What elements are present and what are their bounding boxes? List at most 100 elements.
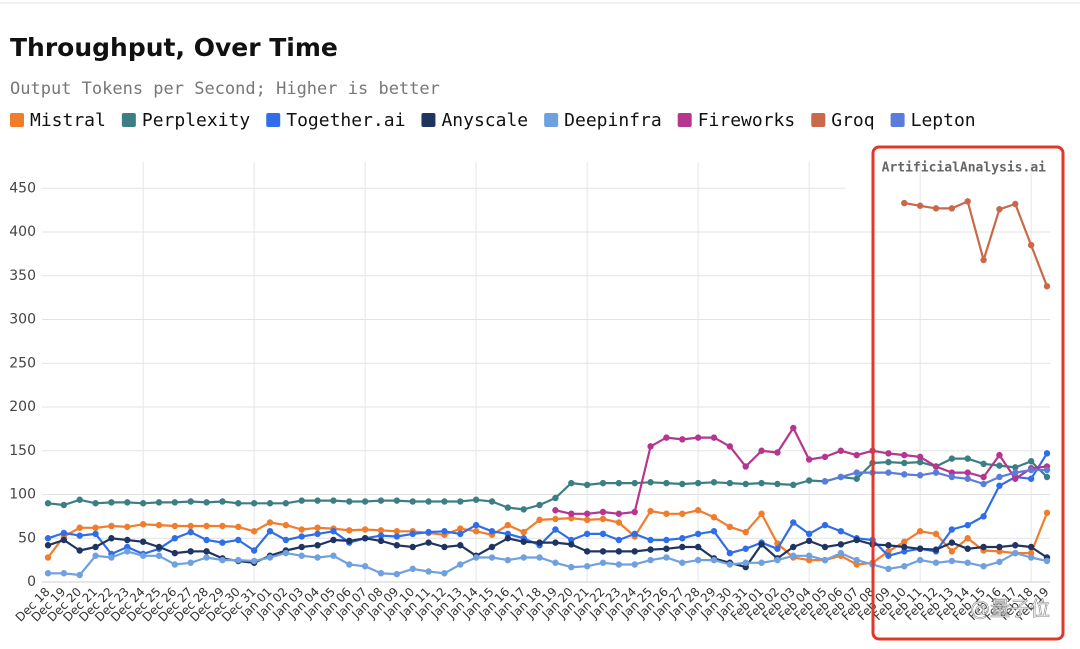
data-point — [552, 526, 559, 533]
data-point — [346, 527, 353, 534]
data-point — [583, 563, 591, 570]
data-point — [821, 543, 829, 551]
data-point — [805, 530, 813, 538]
data-point — [726, 549, 734, 557]
data-point — [948, 557, 956, 565]
data-point — [235, 536, 242, 544]
data-point — [266, 528, 274, 535]
data-point — [504, 530, 512, 538]
data-point — [219, 556, 226, 564]
data-point — [60, 529, 68, 537]
data-point — [948, 548, 956, 555]
data-point — [203, 499, 210, 506]
data-point — [805, 477, 813, 484]
data-point — [615, 536, 623, 544]
data-point — [694, 507, 702, 514]
data-point — [885, 450, 892, 457]
data-point — [853, 475, 860, 482]
data-point — [996, 482, 1003, 489]
data-point — [663, 545, 670, 552]
data-point — [568, 510, 575, 517]
series-line — [555, 426, 1048, 515]
data-point — [916, 556, 924, 564]
data-point — [314, 497, 321, 504]
data-point — [710, 479, 718, 486]
data-point — [155, 543, 163, 551]
data-point — [92, 500, 99, 507]
data-point — [1043, 466, 1051, 474]
data-point — [710, 556, 718, 564]
data-point — [124, 548, 131, 555]
data-point — [948, 539, 956, 546]
data-point — [853, 561, 860, 568]
legend-label: Lepton — [911, 110, 976, 131]
data-point — [837, 528, 845, 535]
legend-label: Mistral — [30, 110, 106, 131]
data-point — [92, 543, 99, 551]
data-point — [932, 463, 940, 470]
data-point — [393, 528, 401, 535]
legend-swatch — [10, 113, 24, 127]
data-point — [504, 521, 512, 529]
data-point — [298, 552, 305, 559]
data-point — [552, 494, 559, 502]
data-point — [330, 528, 337, 535]
series-line — [47, 537, 1048, 569]
data-point — [330, 552, 337, 559]
data-point — [124, 536, 131, 544]
data-point — [266, 519, 274, 526]
data-point — [631, 530, 638, 538]
data-point — [314, 530, 321, 538]
data-point — [568, 514, 575, 522]
data-point — [679, 535, 686, 542]
data-point — [901, 199, 908, 207]
data-point — [837, 541, 845, 548]
data-point — [790, 424, 797, 432]
data-point — [901, 459, 908, 467]
data-point — [647, 479, 654, 486]
data-point — [853, 536, 860, 544]
data-point — [1027, 241, 1035, 249]
data-point — [679, 436, 686, 443]
y-tick-label: 200 — [9, 399, 36, 415]
data-point — [504, 535, 512, 542]
data-point — [742, 559, 749, 566]
data-point — [980, 256, 987, 264]
data-point — [726, 523, 734, 531]
data-point — [1027, 554, 1035, 561]
data-point — [124, 543, 131, 551]
data-point — [774, 449, 781, 456]
y-tick-label: 350 — [9, 268, 36, 284]
data-point — [885, 565, 892, 573]
legend-swatch — [811, 113, 826, 127]
data-point — [1043, 450, 1051, 457]
data-point — [520, 554, 527, 561]
data-point — [266, 500, 274, 507]
data-point — [932, 559, 940, 566]
data-point — [583, 548, 591, 555]
data-point — [44, 500, 52, 507]
data-point — [853, 469, 860, 476]
data-point — [552, 559, 559, 566]
y-tick-label: 300 — [9, 312, 36, 328]
data-point — [536, 554, 543, 561]
data-point — [488, 543, 496, 551]
data-point — [996, 462, 1003, 469]
data-point — [615, 548, 623, 555]
data-point — [837, 447, 845, 454]
data-point — [679, 543, 686, 551]
data-point — [266, 554, 274, 561]
data-point — [92, 530, 99, 538]
data-point — [821, 478, 829, 485]
data-point — [599, 515, 607, 523]
data-point — [76, 532, 83, 539]
data-point — [124, 523, 131, 531]
data-point — [964, 521, 971, 529]
data-point — [821, 453, 829, 461]
data-point — [219, 522, 226, 530]
data-point — [980, 513, 987, 520]
data-point — [901, 538, 908, 545]
data-point — [615, 510, 623, 517]
data-point — [187, 559, 194, 566]
